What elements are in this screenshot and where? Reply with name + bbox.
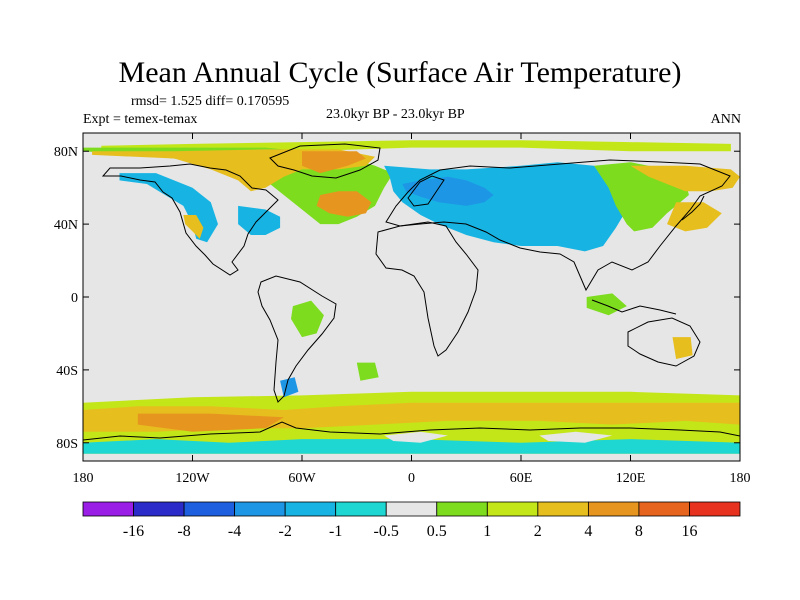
coastline-south-america xyxy=(257,275,337,403)
anomaly-region xyxy=(667,202,722,232)
lon-tick-label: 0 xyxy=(408,471,415,486)
colorbar-label: -0.5 xyxy=(374,523,399,540)
colorbar-swatch xyxy=(689,501,741,517)
coastline-north-america xyxy=(101,163,279,276)
stats-label: rmsd= 1.525 diff= 0.170595 xyxy=(131,94,290,109)
colorbar-label: -1 xyxy=(329,523,342,540)
colorbar-swatch xyxy=(486,501,539,517)
colorbar-swatch xyxy=(385,501,438,517)
colorbar-label: -16 xyxy=(123,523,144,540)
colorbar-label: 4 xyxy=(584,523,592,540)
colorbar-label: 8 xyxy=(635,523,643,540)
colorbar-swatch xyxy=(183,501,236,517)
coastline-scandinavia xyxy=(407,175,445,207)
latitude-axis: 80N 40N 0 40S 80S xyxy=(54,145,740,452)
anomaly-region xyxy=(384,431,448,443)
season-label: ANN xyxy=(710,112,741,127)
coastline-japan xyxy=(681,195,705,221)
period-label: 23.0kyr BP - 23.0kyr BP xyxy=(326,107,465,122)
anomaly-region xyxy=(402,176,494,206)
anomaly-region xyxy=(137,413,284,432)
colorbar-label: -8 xyxy=(177,523,190,540)
colorbar: -16 -8 -4 -2 -1 -0.5 0.5 1 2 4 8 16 xyxy=(82,501,741,540)
lat-tick-label: 80N xyxy=(54,145,78,160)
lon-tick-label: 180 xyxy=(73,471,94,486)
anomaly-region xyxy=(316,191,372,217)
colorbar-swatch xyxy=(537,501,589,517)
longitude-axis: 180 120W 60W 0 60E 120E 180 xyxy=(73,133,751,486)
colorbar-swatch xyxy=(82,501,134,517)
lat-tick-label: 40N xyxy=(54,218,78,233)
coastline-eurasia xyxy=(385,159,731,292)
anomaly-region xyxy=(83,439,740,454)
colorbar-label: 2 xyxy=(534,523,542,540)
colorbar-swatch xyxy=(284,501,337,517)
lon-tick-label: 120E xyxy=(616,471,646,486)
lon-tick-label: 60E xyxy=(510,471,533,486)
colorbar-label: 16 xyxy=(682,523,698,540)
coastline-antarctica xyxy=(83,421,740,441)
anomaly-region xyxy=(183,215,204,239)
coastline-indonesia xyxy=(591,299,677,315)
colorbar-label: -4 xyxy=(228,523,241,540)
lat-tick-label: 80S xyxy=(56,437,78,452)
colorbar-swatch xyxy=(335,501,387,517)
anomaly-region xyxy=(238,205,281,235)
coastline-africa xyxy=(375,221,479,357)
anomaly-region xyxy=(539,431,613,443)
colorbar-label: -2 xyxy=(279,523,292,540)
colorbar-label: 1 xyxy=(483,523,491,540)
plot-title: Mean Annual Cycle (Surface Air Temperatu… xyxy=(118,56,682,89)
anomaly-region xyxy=(630,165,740,192)
coastline-greenland xyxy=(269,143,381,179)
colorbar-swatch xyxy=(234,501,286,517)
colorbar-swatch xyxy=(587,501,640,517)
lat-tick-label: 40S xyxy=(56,364,78,379)
anomaly-field xyxy=(83,140,740,454)
colorbar-swatch xyxy=(638,501,690,517)
anomaly-region xyxy=(672,337,693,359)
coastlines xyxy=(83,143,740,441)
anomaly-region xyxy=(302,151,366,174)
colorbar-label: 0.5 xyxy=(427,523,447,540)
lon-tick-label: 120W xyxy=(175,471,210,486)
experiment-label: Expt = temex-temax xyxy=(83,112,198,127)
anomaly-region xyxy=(356,362,379,381)
lon-tick-label: 180 xyxy=(730,471,751,486)
colorbar-swatch xyxy=(436,501,488,517)
lon-tick-label: 60W xyxy=(288,471,316,486)
coastline-australia xyxy=(627,317,701,367)
lat-tick-label: 0 xyxy=(71,291,78,306)
colorbar-swatch xyxy=(133,501,185,517)
anomaly-region xyxy=(291,300,324,338)
